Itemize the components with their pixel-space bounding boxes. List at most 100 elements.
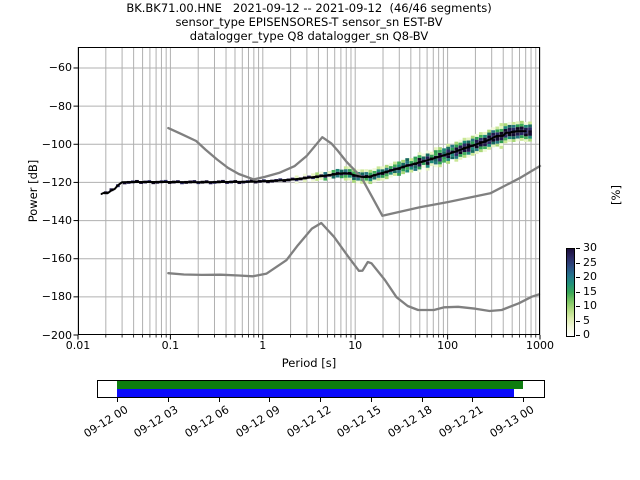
histogram-cell xyxy=(376,169,381,173)
histogram-cell xyxy=(425,156,430,160)
histogram-cell xyxy=(319,171,324,175)
y-tick-label: −120 xyxy=(41,175,72,189)
histogram-cell xyxy=(483,131,487,135)
histogram-cell xyxy=(433,150,438,153)
colorbar-tick-label: 25 xyxy=(583,255,597,269)
colorbar-tick-label: 30 xyxy=(583,241,597,254)
histogram-cell xyxy=(376,166,381,170)
histogram-cell xyxy=(515,121,520,125)
histogram-cell xyxy=(364,169,369,173)
histogram-cell xyxy=(483,137,487,141)
histogram-cell xyxy=(405,161,410,164)
colorbar-tick-label: 15 xyxy=(583,284,597,298)
y-tick-label: −100 xyxy=(41,137,72,151)
histogram-cell xyxy=(380,169,385,173)
histogram-cell xyxy=(323,177,328,181)
histogram-cell xyxy=(380,174,385,178)
colorbar-tick xyxy=(576,248,580,249)
histogram-cell xyxy=(360,172,365,176)
histogram-cell xyxy=(405,166,410,170)
histogram-cell xyxy=(343,174,348,178)
histogram-cell xyxy=(470,141,475,145)
timeline-tick xyxy=(320,398,321,402)
histogram-cell xyxy=(409,169,414,173)
histogram-cell xyxy=(302,173,307,177)
timeline-tick-label: 09-12 09 xyxy=(233,403,283,441)
histogram-cell xyxy=(421,162,426,165)
histogram-cell xyxy=(458,156,463,160)
histogram-cell xyxy=(507,133,512,137)
histogram-cell xyxy=(417,155,422,158)
timeline-tick xyxy=(523,398,524,402)
histogram-cell xyxy=(479,146,483,150)
histogram-cell xyxy=(352,179,356,183)
x-tick-label: 100 xyxy=(437,339,459,352)
histogram-cell xyxy=(458,139,463,143)
histogram-cell xyxy=(380,166,385,170)
axis-frame xyxy=(78,47,540,335)
histogram-cell xyxy=(384,176,389,180)
histogram-cell xyxy=(479,132,483,135)
histogram-cell xyxy=(417,169,422,173)
histogram-cell xyxy=(499,123,504,126)
histogram-cell xyxy=(454,147,459,151)
histogram-cell xyxy=(511,124,516,128)
histogram-cell xyxy=(466,137,471,141)
histogram-cell xyxy=(405,169,410,173)
histogram-cell xyxy=(388,174,393,178)
histogram-cell xyxy=(372,168,377,171)
histogram-cell xyxy=(470,147,475,151)
histogram-cell xyxy=(433,161,438,165)
histogram-cell xyxy=(397,172,401,176)
histogram-cell xyxy=(474,148,479,152)
histogram-cell xyxy=(380,177,385,181)
histogram-cell xyxy=(364,172,369,175)
histogram-cell xyxy=(421,153,426,157)
histogram-cell xyxy=(397,161,401,165)
histogram-cell xyxy=(438,161,442,165)
histogram-cell xyxy=(495,126,500,130)
timeline-tick-label: 09-12 03 xyxy=(131,403,181,441)
histogram-cell xyxy=(503,126,508,129)
colorbar-tick xyxy=(576,291,580,293)
histogram-cell xyxy=(343,169,348,173)
timeline-tick-label: 09-12 12 xyxy=(284,403,333,441)
histogram-cell xyxy=(311,173,315,177)
histogram-cell xyxy=(302,179,307,183)
histogram-cell xyxy=(388,171,393,175)
histogram-cell xyxy=(315,178,319,181)
y-tick-label: −140 xyxy=(41,214,72,228)
histogram-cell xyxy=(425,162,430,165)
x-tick-label: 10 xyxy=(348,339,363,352)
histogram-cell xyxy=(409,161,414,164)
histogram-cell xyxy=(356,169,360,172)
histogram-cell xyxy=(511,133,516,137)
noise-model-high-curve xyxy=(167,126,542,217)
histogram-cell xyxy=(503,140,508,144)
histogram-cell xyxy=(323,172,328,175)
histogram-cell xyxy=(479,143,483,147)
colorbar-tick xyxy=(576,306,580,307)
histogram-cell xyxy=(360,169,365,173)
histogram-cell xyxy=(413,168,418,171)
histogram-cell xyxy=(438,150,442,153)
histogram-cell xyxy=(470,152,475,156)
histogram-cell xyxy=(483,146,487,150)
histogram-cell xyxy=(433,152,438,156)
histogram-cell xyxy=(519,120,524,124)
histogram-cell xyxy=(352,171,356,175)
figure-title: BK.BK71.00.HNE 2021-09-12 -- 2021-09-12 … xyxy=(0,1,618,43)
histogram-cell xyxy=(331,175,336,179)
histogram-cell xyxy=(347,169,352,172)
timeline-coverage-box xyxy=(97,380,545,398)
histogram-cell xyxy=(507,139,512,142)
histogram-cell xyxy=(446,155,451,159)
histogram-cell xyxy=(499,145,504,149)
histogram-cell xyxy=(499,125,504,129)
histogram-cell xyxy=(446,160,451,164)
histogram-cell xyxy=(405,158,410,162)
histogram-cell xyxy=(487,143,491,147)
timeline-tick xyxy=(117,398,118,402)
histogram-cell xyxy=(421,156,426,160)
histogram-cell xyxy=(474,139,479,143)
